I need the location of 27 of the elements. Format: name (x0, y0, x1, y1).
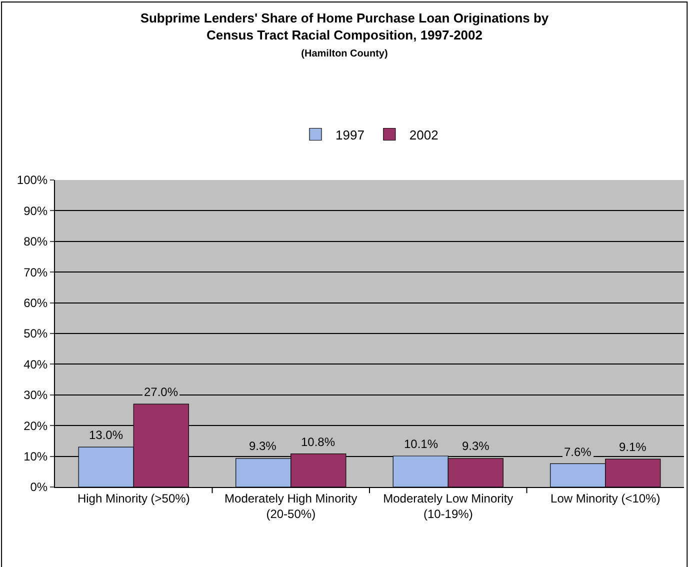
y-tick-label: 40% (24, 357, 48, 372)
chart-title: Subprime Lenders' Share of Home Purchase Loan Originations by Census Tract Racial Composition, 1997-2002 (140, 10, 550, 43)
y-tick-label: 90% (24, 204, 48, 218)
data-label: 9.3% (249, 439, 277, 453)
x-tick-label: Low Minority (<10%) (550, 491, 660, 506)
y-tick-label: 30% (24, 388, 48, 402)
y-tick-label: 50% (24, 326, 48, 341)
y-tick-label: 60% (24, 296, 48, 310)
y-tick-label: 70% (24, 265, 48, 280)
y-tick-label: 10% (24, 450, 48, 464)
x-tick-label: Moderately High Minority (20-50%) (224, 491, 358, 521)
legend-label: 1997 (336, 127, 364, 142)
data-label: 27.0% (144, 385, 178, 399)
data-label: 9.3% (462, 439, 490, 453)
chart-subtitle: (Hamilton County) (301, 48, 388, 60)
y-tick-label: 20% (24, 418, 48, 433)
y-tick-label: 0% (30, 480, 48, 494)
data-label: 9.1% (619, 440, 647, 454)
data-label: 10.1% (404, 437, 438, 451)
data-label: 13.0% (89, 428, 124, 442)
data-label: 7.6% (564, 445, 592, 459)
y-tick-label: 80% (24, 234, 48, 249)
x-tick-label: Moderately Low Minority (10-19%) (383, 491, 514, 521)
legend-label: 2002 (409, 127, 438, 142)
y-tick-label: 100% (16, 173, 48, 188)
x-tick-label: High Minority (>50%) (77, 491, 190, 506)
data-label: 10.8% (301, 435, 336, 449)
